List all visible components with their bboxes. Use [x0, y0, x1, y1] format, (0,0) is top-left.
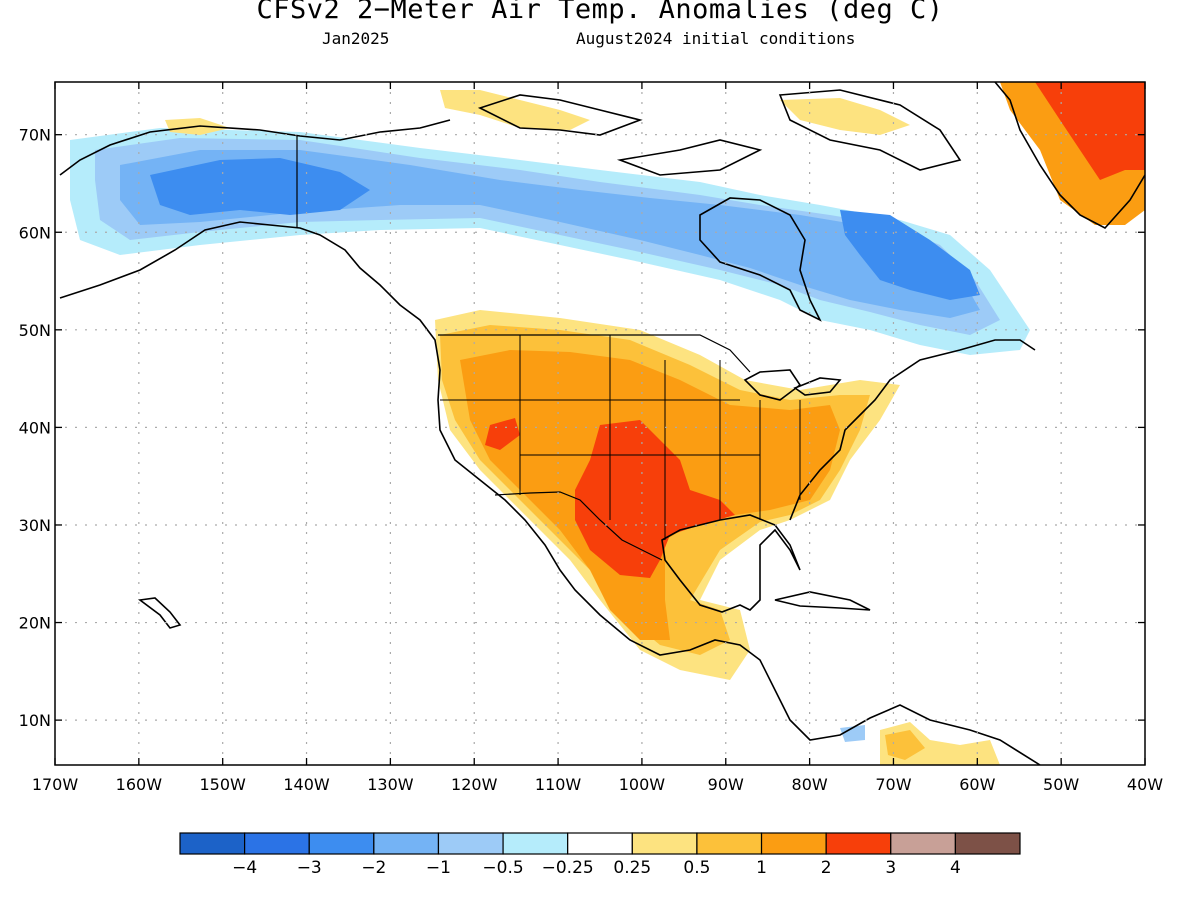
lat-label-40N: 40N [19, 418, 51, 437]
border-us-canada [438, 334, 751, 373]
colorbar: −4 −3 −2 −1 −0.5 −0.25 0.25 0.5 1 2 3 4 [179, 832, 1021, 878]
colorbar-swatch-3 [373, 832, 440, 855]
gridline-layer [55, 82, 1145, 765]
lon-label-120W: 120W [451, 775, 498, 794]
colorbar-label-10: 3 [885, 858, 896, 878]
colorbar-label-7: 0.5 [683, 858, 710, 878]
lat-label-10N: 10N [19, 711, 51, 730]
lat-label-50N: 50N [19, 321, 51, 340]
coastline-greenland [994, 82, 1145, 229]
colorbar-label-2: −2 [361, 858, 386, 878]
colorbar-label-6: 0.25 [613, 858, 651, 878]
lon-label-80W: 80W [792, 775, 828, 794]
anomaly-fill-layer [70, 82, 1145, 765]
lat-label-70N: 70N [19, 126, 51, 145]
colorbar-label-4: −0.5 [482, 858, 523, 878]
colorbar-swatch-5 [502, 832, 569, 855]
coastline-arctic-islands [477, 89, 962, 176]
anomaly-south-central-hot [575, 420, 735, 578]
initial-conditions-label: August2024 initial conditions [576, 29, 856, 48]
lat-label-30N: 30N [19, 516, 51, 535]
map-frame [54, 81, 1146, 766]
lon-label-60W: 60W [959, 775, 995, 794]
lon-label-group: 170W 160W 150W 140W 130W 120W 110W 100W 90W 80W 70… [32, 82, 1163, 794]
coastline-hawaii [137, 597, 182, 629]
coastline-gulf-mexico [661, 514, 801, 613]
anomaly-south-america-orange [885, 730, 925, 760]
colorbar-label-11: 4 [950, 858, 961, 878]
coastline-hudson-bay [699, 197, 822, 322]
colorbar-label-5: −0.25 [542, 858, 594, 878]
lon-label-170W: 170W [32, 775, 79, 794]
lon-label-160W: 160W [116, 775, 163, 794]
colorbar-label-1: −3 [297, 858, 322, 878]
colorbar-swatch-0 [179, 832, 246, 855]
anomaly-southwest-hot [485, 418, 520, 450]
lat-label-20N: 20N [19, 614, 51, 633]
border-us-mexico [494, 491, 663, 561]
anomaly-greenland-2 [1035, 82, 1145, 180]
anomaly-arctic-warm-2 [780, 98, 910, 135]
coastline-alaska [59, 221, 1041, 765]
lon-label-150W: 150W [200, 775, 247, 794]
coastline-cuba [774, 591, 871, 611]
colorbar-swatch-12 [954, 832, 1021, 855]
colorbar-swatch-8 [696, 832, 763, 855]
lat-label-60N: 60N [19, 223, 51, 242]
lon-label-110W: 110W [535, 775, 582, 794]
colorbar-swatch-2 [308, 832, 375, 855]
colorbar-swatch-6 [567, 832, 633, 855]
lat-label-group: 70N 60N 50N 40N 30N 20N 10N [19, 126, 1145, 730]
colorbar-swatch-9 [760, 832, 827, 855]
colorbar-swatch-4 [437, 832, 504, 855]
colorbar-label-9: 2 [821, 858, 832, 878]
colorbar-swatch-1 [244, 832, 310, 855]
anomaly-arctic-warm-1 [440, 90, 590, 130]
map-title: CFSv2 2−Meter Air Temp. Anomalies (deg C… [256, 0, 944, 25]
lon-label-130W: 130W [367, 775, 414, 794]
lon-label-70W: 70W [875, 775, 911, 794]
colorbar-label-8: 1 [756, 858, 767, 878]
lon-label-50W: 50W [1043, 775, 1079, 794]
colorbar-swatch-11 [890, 832, 956, 855]
lon-label-40W: 40W [1127, 775, 1163, 794]
lon-label-90W: 90W [708, 775, 744, 794]
colorbar-swatch-10 [825, 832, 892, 855]
border-us-states [440, 335, 801, 540]
colorbar-swatch-7 [631, 832, 698, 855]
coastline-layer [59, 82, 1145, 765]
lon-label-140W: 140W [283, 775, 330, 794]
anomaly-colombia-cool [840, 725, 865, 742]
anomaly-canada-cold [150, 158, 370, 215]
lon-label-100W: 100W [619, 775, 666, 794]
valid-month-label: Jan2025 [322, 29, 390, 48]
coastline-east-us [789, 339, 1036, 521]
colorbar-label-0: −4 [232, 858, 257, 878]
coastline-great-lakes [743, 369, 842, 401]
colorbar-label-3: −1 [426, 858, 451, 878]
coastline-alaska-north [59, 119, 451, 176]
